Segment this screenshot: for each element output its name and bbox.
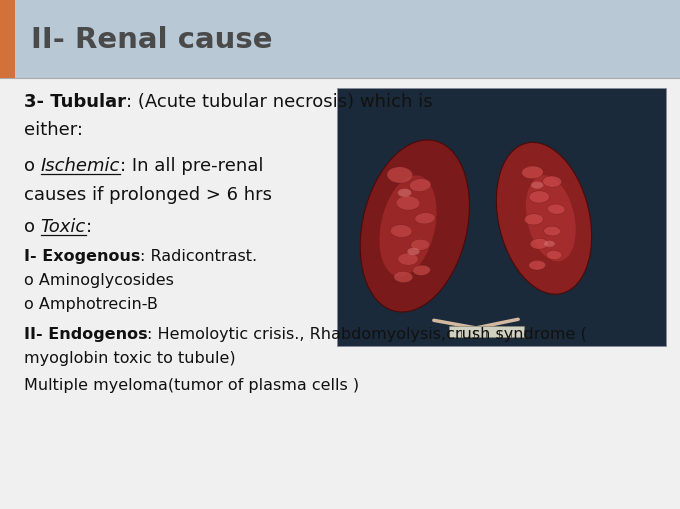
Ellipse shape: [496, 143, 592, 295]
Ellipse shape: [524, 214, 543, 225]
Text: o Aminoglycosides: o Aminoglycosides: [24, 272, 173, 288]
Text: II- Renal cause: II- Renal cause: [31, 26, 272, 53]
Ellipse shape: [396, 196, 420, 211]
FancyBboxPatch shape: [0, 0, 680, 79]
Ellipse shape: [390, 225, 412, 238]
Ellipse shape: [522, 166, 543, 180]
Text: Ischemic: Ischemic: [41, 157, 120, 175]
Text: o Amphotrecin-B: o Amphotrecin-B: [24, 296, 158, 312]
FancyBboxPatch shape: [449, 326, 524, 337]
Ellipse shape: [409, 179, 431, 192]
Text: I- Exogenous: I- Exogenous: [24, 248, 140, 264]
Ellipse shape: [544, 227, 560, 237]
Text: Toxic: Toxic: [41, 217, 86, 236]
Text: o: o: [24, 157, 41, 175]
Text: 3- Tubular: 3- Tubular: [24, 93, 126, 111]
Text: causes if prolonged > 6 hrs: causes if prolonged > 6 hrs: [24, 185, 272, 204]
Ellipse shape: [530, 239, 548, 250]
Ellipse shape: [526, 176, 576, 262]
Ellipse shape: [531, 182, 543, 189]
Ellipse shape: [360, 140, 469, 313]
Ellipse shape: [394, 272, 413, 283]
Text: : Radicontrast.: : Radicontrast.: [140, 248, 257, 264]
Text: myoglobin toxic to tubule): myoglobin toxic to tubule): [24, 350, 235, 365]
Ellipse shape: [529, 191, 549, 204]
Text: : (Acute tubular necrosis) which is: : (Acute tubular necrosis) which is: [126, 93, 432, 111]
Ellipse shape: [547, 205, 565, 215]
Text: :: :: [86, 217, 92, 236]
Ellipse shape: [415, 213, 435, 224]
FancyBboxPatch shape: [337, 89, 666, 346]
Text: Multiple myeloma(tumor of plasma cells ): Multiple myeloma(tumor of plasma cells ): [24, 377, 359, 392]
Text: either:: either:: [24, 121, 83, 139]
Ellipse shape: [379, 176, 437, 277]
Ellipse shape: [544, 241, 555, 247]
Ellipse shape: [398, 253, 418, 266]
Text: o: o: [24, 217, 41, 236]
Ellipse shape: [387, 167, 413, 184]
Text: II- Endogenos: II- Endogenos: [24, 326, 148, 341]
Ellipse shape: [398, 189, 411, 197]
Text: : In all pre-renal: : In all pre-renal: [120, 157, 263, 175]
Ellipse shape: [547, 251, 562, 260]
Ellipse shape: [411, 240, 430, 251]
FancyBboxPatch shape: [0, 0, 15, 79]
Ellipse shape: [407, 248, 420, 256]
Text: : Hemoloytic crisis., Rhabdomyolysis,crush syndrome (: : Hemoloytic crisis., Rhabdomyolysis,cru…: [148, 326, 587, 341]
Ellipse shape: [413, 266, 430, 276]
Ellipse shape: [543, 177, 562, 188]
Ellipse shape: [529, 261, 545, 271]
